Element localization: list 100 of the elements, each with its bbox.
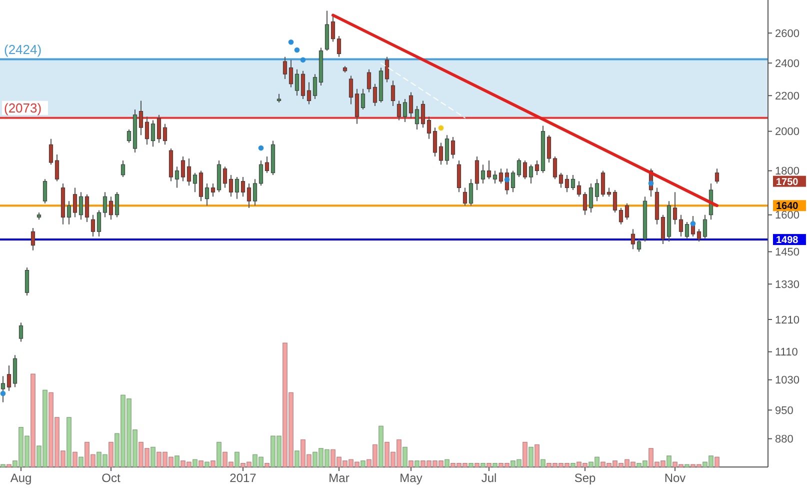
- bar: [0, 464, 6, 468]
- candlestick: [492, 170, 498, 184]
- x-tick-label: 2017: [230, 471, 257, 485]
- bar: [534, 444, 540, 468]
- bar: [414, 460, 420, 468]
- candlestick: [396, 100, 402, 121]
- candlestick: [108, 196, 114, 220]
- candlestick: [486, 160, 492, 180]
- candlestick: [354, 88, 360, 124]
- bar: [174, 456, 180, 468]
- bar: [198, 460, 204, 468]
- bar: [264, 462, 270, 468]
- y-tick-label: 1450: [775, 246, 800, 259]
- candlestick: [588, 182, 594, 214]
- y-tick-label: 1210: [775, 314, 800, 326]
- candlestick: [312, 74, 318, 100]
- candlestick: [138, 100, 144, 136]
- candlestick: [24, 267, 30, 296]
- candlestick: [162, 123, 168, 146]
- candlestick: [528, 164, 534, 184]
- y-tick-label: 950: [775, 404, 794, 417]
- candlestick: [696, 228, 702, 242]
- candlestick: [384, 56, 390, 83]
- candlestick: [264, 156, 270, 174]
- point: [288, 39, 294, 45]
- candlestick: [288, 59, 294, 88]
- y-tick-label: 1800: [775, 166, 800, 178]
- point: [0, 390, 6, 396]
- point: [648, 180, 654, 186]
- candlestick: [30, 227, 36, 251]
- bar: [210, 460, 216, 468]
- candlestick: [516, 158, 522, 178]
- bar: [480, 462, 486, 468]
- candlestick: [714, 168, 720, 184]
- point: [438, 125, 444, 131]
- candlestick: [552, 156, 558, 180]
- candlestick: [228, 174, 234, 198]
- candlestick: [306, 82, 312, 105]
- bar: [150, 446, 156, 468]
- bar: [714, 456, 720, 468]
- candlestick: [372, 83, 378, 106]
- ref-line-label: 1498: [776, 235, 799, 246]
- candlestick: [414, 105, 420, 130]
- candlestick: [120, 160, 126, 178]
- candlestick: [366, 68, 372, 93]
- candlestick: [534, 160, 540, 176]
- y-tick-label: 880: [775, 434, 794, 446]
- candlestick: [360, 88, 366, 110]
- candlestick: [450, 136, 456, 159]
- candlestick: [624, 202, 630, 220]
- candlestick: [282, 56, 288, 80]
- candlestick: [462, 187, 468, 206]
- candlestick: [402, 98, 408, 123]
- candlestick: [210, 182, 216, 198]
- candlestick: [54, 154, 60, 182]
- candlestick: [636, 238, 642, 252]
- bar: [78, 456, 84, 468]
- candlestick: [240, 176, 246, 198]
- candlestick: [432, 127, 438, 157]
- point: [504, 176, 510, 182]
- candlestick: [618, 207, 624, 225]
- candlestick: [408, 92, 414, 119]
- candlestick: [600, 170, 606, 198]
- bar: [570, 462, 576, 468]
- bar: [666, 456, 672, 468]
- bar: [378, 426, 384, 468]
- candlestick: [144, 116, 150, 146]
- candlestick: [630, 228, 636, 250]
- candlestick: [660, 214, 666, 245]
- x-tick-label: Jul: [481, 471, 497, 485]
- candlestick: [48, 138, 54, 166]
- annotation: (2424): [4, 42, 42, 57]
- bar: [486, 462, 492, 468]
- candlestick: [480, 164, 486, 184]
- y-tick-label: 1110: [775, 346, 798, 359]
- candlestick: [180, 156, 186, 182]
- annotation: (2073): [4, 100, 42, 116]
- point: [690, 220, 696, 226]
- text: 1750: [776, 176, 799, 188]
- bar: [402, 446, 408, 468]
- candlestick: [18, 322, 24, 342]
- bar: [474, 462, 480, 468]
- candlestick: [114, 192, 120, 218]
- bar: [294, 450, 300, 468]
- candlestick: [582, 192, 588, 216]
- x-tick-label: Aug: [10, 471, 32, 485]
- bar: [216, 442, 222, 468]
- bar: [522, 442, 528, 468]
- candlestick: [42, 178, 48, 204]
- candlestick: [78, 192, 84, 220]
- y-tick-label: 2400: [775, 58, 800, 70]
- candlestick: [234, 176, 240, 200]
- candlestick: [102, 192, 108, 218]
- candlestick: [702, 214, 708, 240]
- candlestick: [612, 189, 618, 214]
- candlestick: [192, 172, 198, 193]
- bar: [204, 462, 210, 468]
- x-tick-label: Nov: [664, 471, 686, 485]
- candlestick: [330, 16, 336, 42]
- candlestick: [684, 221, 690, 240]
